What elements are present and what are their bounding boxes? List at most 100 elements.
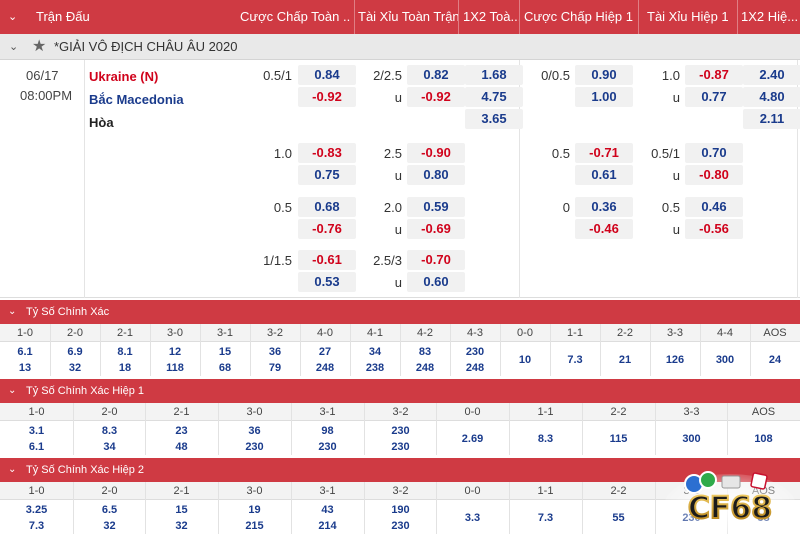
section-chevron-icon[interactable]: ⌄ — [8, 385, 17, 396]
section-bar-2[interactable]: ⌄ Tỷ Số Chính Xác Hiệp 1 — [0, 379, 800, 403]
score-odds[interactable]: 79 — [268, 362, 282, 374]
over-under-odds[interactable]: -0.69 — [407, 219, 465, 239]
score-odds[interactable]: 7.3 — [28, 520, 45, 532]
score-odds[interactable]: 8.3 — [537, 433, 554, 445]
over-under-odds[interactable]: 0.80 — [407, 165, 465, 185]
score-odds[interactable]: 48 — [175, 441, 188, 453]
header-handicap-full[interactable]: Cược Chấp Toàn ... — [240, 9, 350, 24]
h1-over-under-odds[interactable]: -0.80 — [685, 165, 743, 185]
score-odds[interactable]: 18 — [118, 362, 132, 374]
score-odds[interactable]: 8.3 — [101, 425, 118, 437]
section-bar-1[interactable]: ⌄ Tỷ Số Chính Xác — [0, 300, 800, 324]
over-under-odds[interactable]: -0.92 — [407, 87, 465, 107]
score-odds[interactable]: 230 — [465, 346, 485, 358]
score-odds[interactable]: 6.1 — [17, 346, 33, 358]
score-odds[interactable]: 34 — [103, 441, 116, 453]
score-odds[interactable]: 83 — [418, 346, 432, 358]
handicap-odds[interactable]: 0.68 — [298, 197, 356, 217]
score-odds[interactable]: 23 — [175, 425, 188, 437]
score-odds[interactable]: 15 — [175, 504, 188, 516]
score-odds[interactable]: 6.5 — [101, 504, 118, 516]
over-under-odds[interactable]: -0.70 — [407, 250, 465, 270]
score-odds[interactable]: 98 — [321, 425, 334, 437]
header-handicap-h1[interactable]: Cược Chấp Hiệp 1 — [524, 9, 633, 24]
score-odds[interactable]: 230 — [391, 520, 410, 532]
section-chevron-icon[interactable]: ⌄ — [8, 306, 17, 317]
h1-handicap-odds[interactable]: -0.71 — [575, 143, 633, 163]
score-odds[interactable]: 7.3 — [537, 512, 554, 524]
h1-1x2-odds[interactable]: 2.40 — [743, 65, 800, 85]
handicap-odds[interactable]: -0.83 — [298, 143, 356, 163]
score-odds[interactable]: 190 — [391, 504, 410, 516]
score-odds[interactable]: 3.1 — [28, 425, 45, 437]
score-odds[interactable]: 32 — [68, 362, 82, 374]
score-odds[interactable]: 55 — [612, 512, 625, 524]
handicap-odds[interactable]: -0.61 — [298, 250, 356, 270]
score-odds[interactable]: 215 — [245, 520, 264, 532]
header-over-under-h1[interactable]: Tài Xỉu Hiệp 1 — [647, 9, 729, 24]
score-odds[interactable]: 21 — [618, 354, 632, 366]
handicap-odds[interactable]: -0.92 — [298, 87, 356, 107]
h1-over-under-odds[interactable]: 0.46 — [685, 197, 743, 217]
score-odds[interactable]: 108 — [754, 433, 773, 445]
over-under-odds[interactable]: -0.90 — [407, 143, 465, 163]
score-odds[interactable]: 238 — [365, 362, 385, 374]
header-1x2-h1[interactable]: 1X2 Hiệ... — [741, 9, 799, 24]
score-odds[interactable]: 15 — [218, 346, 232, 358]
score-odds[interactable]: 43 — [321, 504, 334, 516]
h1-handicap-odds[interactable]: 0.90 — [575, 65, 633, 85]
1x2-odds[interactable]: 1.68 — [465, 65, 523, 85]
score-odds[interactable]: 7.3 — [567, 354, 583, 366]
score-odds[interactable]: 118 — [166, 362, 184, 374]
header-1x2-full[interactable]: 1X2 Toà... — [463, 9, 519, 24]
away-team[interactable]: Bắc Macedonia — [89, 92, 184, 107]
score-odds[interactable]: 68 — [218, 362, 232, 374]
score-odds[interactable]: 12 — [168, 346, 182, 358]
score-odds[interactable]: 300 — [715, 354, 735, 366]
score-odds[interactable]: 19 — [248, 504, 261, 516]
score-odds[interactable]: 248 — [415, 362, 435, 374]
handicap-odds[interactable]: 0.75 — [298, 165, 356, 185]
score-odds[interactable]: 2.69 — [461, 433, 484, 445]
over-under-odds[interactable]: 0.60 — [407, 272, 465, 292]
h1-1x2-odds[interactable]: 2.11 — [743, 109, 800, 129]
score-odds[interactable]: 10 — [518, 354, 532, 366]
league-chevron-icon[interactable]: ⌄ — [9, 41, 19, 53]
header-over-under-full[interactable]: Tài Xỉu Toàn Trận — [358, 9, 458, 24]
home-team[interactable]: Ukraine (N) — [89, 69, 159, 84]
h1-handicap-odds[interactable]: -0.46 — [575, 219, 633, 239]
score-odds[interactable]: 214 — [318, 520, 337, 532]
score-odds[interactable]: 6.9 — [67, 346, 83, 358]
score-odds[interactable]: 36 — [248, 425, 261, 437]
h1-over-under-odds[interactable]: -0.87 — [685, 65, 743, 85]
score-odds[interactable]: 248 — [465, 362, 485, 374]
over-under-odds[interactable]: 0.82 — [407, 65, 465, 85]
1x2-odds[interactable]: 4.75 — [465, 87, 523, 107]
h1-over-under-odds[interactable]: -0.56 — [685, 219, 743, 239]
score-odds[interactable]: 24 — [768, 354, 782, 366]
handicap-odds[interactable]: 0.84 — [298, 65, 356, 85]
handicap-odds[interactable]: 0.53 — [298, 272, 356, 292]
score-odds[interactable]: 126 — [665, 354, 685, 366]
score-odds[interactable]: 300 — [682, 433, 701, 445]
score-odds[interactable]: 3.25 — [25, 504, 48, 516]
h1-handicap-odds[interactable]: 0.36 — [575, 197, 633, 217]
score-odds[interactable]: 230 — [245, 441, 264, 453]
score-odds[interactable]: 32 — [175, 520, 188, 532]
score-odds[interactable]: 6.1 — [28, 441, 45, 453]
handicap-odds[interactable]: -0.76 — [298, 219, 356, 239]
section-bar-3[interactable]: ⌄ Tỷ Số Chính Xác Hiệp 2 — [0, 458, 800, 482]
score-odds[interactable]: 8.1 — [117, 346, 133, 358]
score-odds[interactable]: 32 — [103, 520, 116, 532]
score-odds[interactable]: 3.3 — [464, 512, 481, 524]
h1-handicap-odds[interactable]: 0.61 — [575, 165, 633, 185]
score-odds[interactable]: 34 — [368, 346, 382, 358]
score-odds[interactable]: 248 — [315, 362, 335, 374]
section-chevron-icon[interactable]: ⌄ — [8, 464, 17, 475]
score-odds[interactable]: 27 — [318, 346, 332, 358]
favorite-star-icon[interactable]: ★ — [32, 38, 47, 55]
h1-handicap-odds[interactable]: 1.00 — [575, 87, 633, 107]
collapse-all-chevron-icon[interactable]: ⌄ — [8, 11, 18, 23]
score-odds[interactable]: 230 — [391, 441, 410, 453]
over-under-odds[interactable]: 0.59 — [407, 197, 465, 217]
